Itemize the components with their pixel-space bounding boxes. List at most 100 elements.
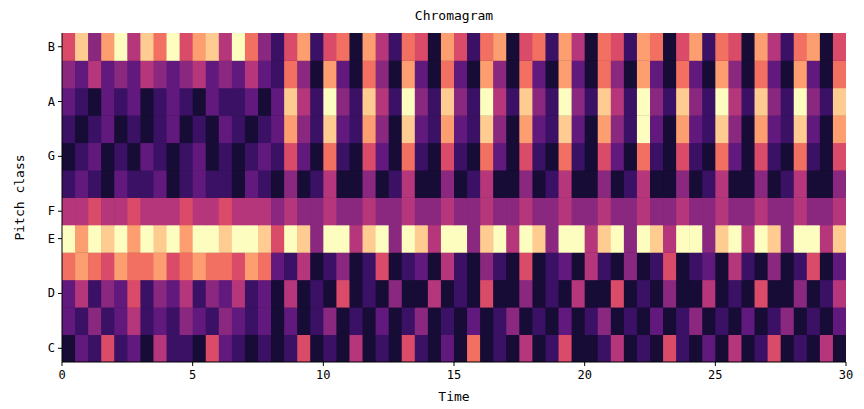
cell (611, 33, 625, 61)
cell (88, 143, 102, 171)
cell (728, 60, 742, 88)
cell (519, 33, 533, 61)
cell (741, 88, 755, 116)
cell (232, 115, 246, 143)
cell (454, 280, 468, 308)
x-tick-label: 15 (447, 368, 461, 382)
cell (637, 33, 651, 61)
cell (598, 280, 612, 308)
cell (650, 307, 664, 335)
cell (624, 280, 638, 308)
cell (663, 335, 677, 362)
cell (415, 143, 429, 171)
cell (741, 335, 755, 362)
cell (389, 33, 403, 61)
cell (545, 225, 559, 253)
cell (127, 88, 141, 116)
cell (820, 252, 834, 280)
cell (114, 335, 128, 362)
cell (611, 115, 625, 143)
cell (336, 335, 350, 362)
cell (310, 252, 324, 280)
cell (676, 198, 690, 226)
cell (258, 335, 272, 362)
cell (663, 88, 677, 116)
cell (650, 115, 664, 143)
cell (284, 60, 298, 88)
cell (349, 115, 363, 143)
cell (323, 252, 337, 280)
cell (833, 60, 846, 88)
cell (768, 198, 782, 226)
cell (245, 280, 259, 308)
cell (820, 225, 834, 253)
cell (428, 60, 442, 88)
cell (62, 198, 76, 226)
cell (493, 143, 507, 171)
cell (193, 33, 207, 61)
cell (663, 143, 677, 171)
cell (454, 170, 468, 198)
cell (467, 198, 481, 226)
cell (624, 198, 638, 226)
cell (245, 198, 259, 226)
y-tick-label: D (48, 286, 55, 300)
cell (140, 225, 154, 253)
cell (180, 307, 194, 335)
cell (284, 307, 298, 335)
cell (349, 335, 363, 362)
cell (663, 115, 677, 143)
cell (323, 60, 337, 88)
cell (219, 88, 233, 116)
cell (519, 60, 533, 88)
cell (349, 225, 363, 253)
cell (663, 252, 677, 280)
cell (585, 280, 599, 308)
title: Chromagram (415, 8, 493, 23)
cell (428, 170, 442, 198)
cell (532, 88, 546, 116)
cell (480, 88, 494, 116)
cell (624, 60, 638, 88)
cell (153, 170, 167, 198)
cell (807, 252, 821, 280)
cell (794, 198, 808, 226)
cell (415, 170, 429, 198)
cell (781, 252, 795, 280)
cell (702, 280, 716, 308)
cell (219, 33, 233, 61)
cell (336, 143, 350, 171)
cell (454, 88, 468, 116)
x-tick (584, 362, 585, 366)
cell (715, 335, 729, 362)
cell (755, 280, 769, 308)
cell (493, 252, 507, 280)
x-tick-label: 30 (839, 368, 853, 382)
cell (532, 115, 546, 143)
y-tick (58, 348, 62, 349)
cell (310, 88, 324, 116)
cell (689, 198, 703, 226)
cell (363, 33, 377, 61)
cell (532, 307, 546, 335)
x-tick-label: 5 (189, 368, 196, 382)
cell (702, 33, 716, 61)
cell (127, 33, 141, 61)
cell (702, 143, 716, 171)
cell (232, 60, 246, 88)
cell (506, 143, 520, 171)
x-tick (846, 362, 847, 366)
cell (153, 115, 167, 143)
cell (493, 307, 507, 335)
cell (480, 60, 494, 88)
cell (467, 335, 481, 362)
cell (545, 143, 559, 171)
cell (258, 33, 272, 61)
cell (297, 225, 311, 253)
cell (441, 60, 455, 88)
cell (180, 335, 194, 362)
cell (650, 252, 664, 280)
cell (545, 198, 559, 226)
cell (676, 335, 690, 362)
cell (728, 88, 742, 116)
